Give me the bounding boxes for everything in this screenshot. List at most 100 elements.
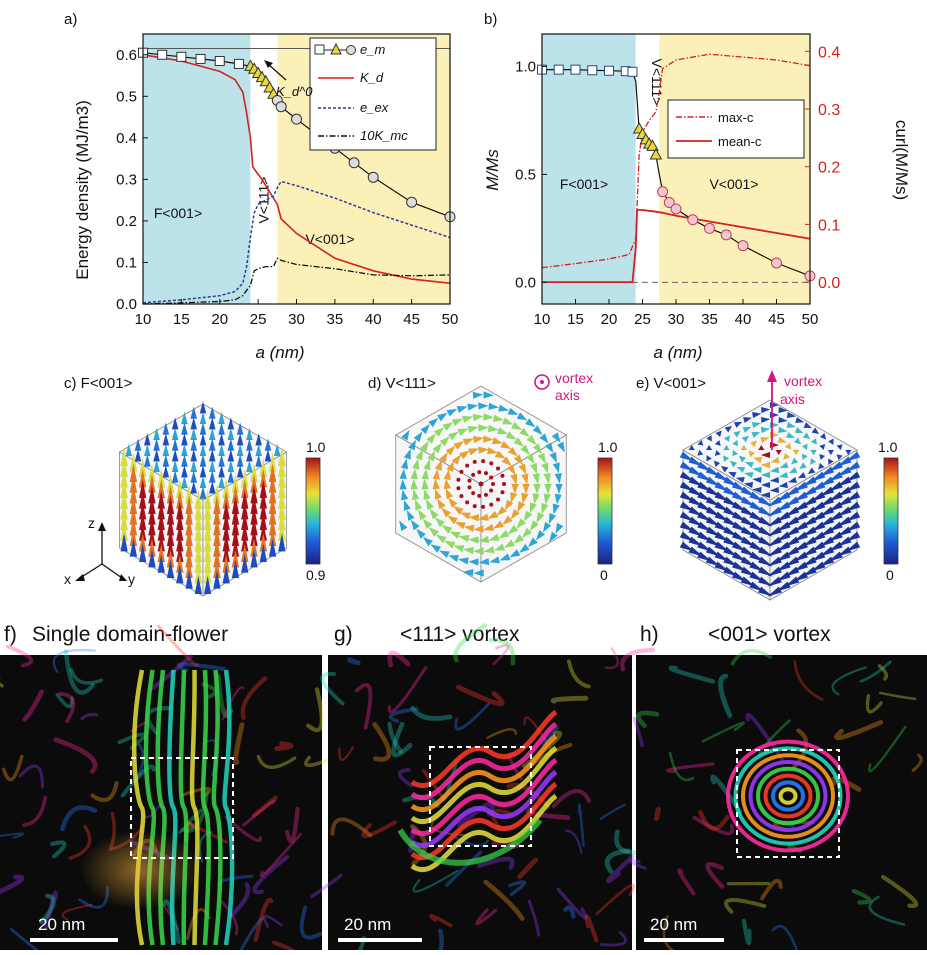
x-tick-label: 15 bbox=[567, 311, 584, 328]
x-tick-label: 25 bbox=[634, 311, 651, 328]
region-0 bbox=[143, 34, 250, 304]
spin-dot bbox=[456, 478, 460, 482]
y-tick-label: 0.3 bbox=[116, 171, 137, 188]
y-axis-label: y bbox=[128, 571, 135, 587]
point-m bbox=[772, 258, 782, 268]
panel-c-cube bbox=[119, 401, 286, 596]
point-m bbox=[738, 241, 748, 251]
x-tick-label: 35 bbox=[327, 311, 344, 328]
panel-a-x-axis-label: a (nm) bbox=[255, 343, 304, 362]
x-tick-label: 10 bbox=[534, 311, 551, 328]
spin-dot bbox=[467, 485, 471, 489]
panel-d-axis-label: axis bbox=[555, 387, 580, 403]
y-tick-label: 0.2 bbox=[116, 213, 137, 230]
point-em bbox=[196, 54, 205, 63]
spin-dot bbox=[471, 491, 475, 495]
panel-f-title: Single domain-flower bbox=[32, 623, 228, 646]
point-m bbox=[705, 223, 715, 233]
legend-mean-c: mean-c bbox=[718, 134, 762, 149]
spin-dot bbox=[484, 471, 488, 475]
right-y-tick-label: 0.0 bbox=[818, 275, 840, 292]
panel-d-cbar-min: 0 bbox=[600, 567, 608, 583]
point-m bbox=[554, 65, 563, 74]
region-label: F<001> bbox=[560, 176, 608, 192]
panel-b-right-axis-label: curl(M/Ms) bbox=[892, 120, 911, 200]
y-tick-label: 0.0 bbox=[515, 274, 536, 291]
panel-d-colorbar bbox=[598, 458, 612, 564]
x-tick-label: 10 bbox=[135, 311, 152, 328]
panel-f-tag: f) bbox=[4, 623, 17, 646]
y-tick-label: 0.1 bbox=[116, 254, 137, 271]
panel-e: e) V<001> 1.0 0 vortex axis bbox=[636, 370, 898, 600]
right-y-tick-label: 0.2 bbox=[818, 160, 840, 177]
panel-e-colorbar bbox=[884, 458, 898, 564]
panel-h-scale-label: 20 nm bbox=[650, 915, 697, 934]
x-tick-label: 20 bbox=[601, 311, 618, 328]
spin-dot bbox=[489, 488, 493, 492]
y-tick-label: 0.0 bbox=[116, 296, 137, 313]
point-m bbox=[605, 66, 614, 75]
panel-e-cbar-min: 0 bbox=[886, 567, 894, 583]
spin-dot bbox=[489, 461, 493, 465]
spin-dot bbox=[489, 476, 493, 480]
panel-a-label: a) bbox=[64, 11, 77, 28]
panel-b-label: b) bbox=[484, 11, 497, 28]
point-em bbox=[215, 57, 224, 66]
kd0-annotation: K_d^0 bbox=[276, 84, 313, 99]
panel-c-label: c) F<001> bbox=[64, 375, 133, 392]
spin-dot bbox=[500, 490, 504, 494]
spin-dot bbox=[500, 474, 504, 478]
panel-c-cbar-max: 1.0 bbox=[306, 439, 326, 455]
x-axis-label: x bbox=[64, 571, 71, 587]
panel-c-cbar-min: 0.9 bbox=[306, 567, 326, 583]
vortex-axis-arrow-icon bbox=[767, 370, 777, 382]
spin-dot bbox=[489, 503, 493, 507]
right-y-tick-label: 0.4 bbox=[818, 44, 840, 61]
panel-e-label: e) V<001> bbox=[636, 375, 706, 392]
panel-d-cbar-max: 1.0 bbox=[598, 439, 618, 455]
right-y-tick-label: 0.1 bbox=[818, 217, 840, 234]
panel-d: d) V<111> 1.0 0 vortex axis bbox=[368, 370, 618, 583]
circle-marker-icon bbox=[347, 46, 356, 55]
spin-dot bbox=[459, 494, 463, 498]
legend-em: e_m bbox=[360, 42, 385, 57]
spin-dot bbox=[484, 493, 488, 497]
region-label: V<111> bbox=[255, 177, 271, 224]
x-tick-label: 15 bbox=[173, 311, 190, 328]
panel-a-legend: e_m K_d e_ex 10K_mc bbox=[310, 38, 436, 150]
x-tick-label: 45 bbox=[403, 311, 420, 328]
spin-dot bbox=[459, 470, 463, 474]
spin-dot bbox=[456, 486, 460, 490]
panel-c-colorbar bbox=[306, 458, 320, 564]
spin-dot bbox=[502, 482, 506, 486]
y-tick-label: 0.4 bbox=[116, 130, 137, 147]
point-em bbox=[276, 102, 286, 112]
point-m bbox=[688, 215, 698, 225]
phase-contour bbox=[656, 809, 658, 818]
y-tick-label: 1.0 bbox=[515, 58, 536, 75]
y-tick-label: 0.5 bbox=[515, 166, 536, 183]
phase-glow bbox=[80, 830, 200, 910]
x-tick-label: 40 bbox=[735, 311, 752, 328]
panel-b-y-axis-label: M/Ms bbox=[483, 149, 502, 191]
spin-dot bbox=[467, 479, 471, 483]
spin-dot bbox=[481, 505, 485, 509]
spin-dot bbox=[465, 464, 469, 468]
spin-dot bbox=[491, 482, 495, 486]
point-m bbox=[628, 67, 637, 76]
square-marker-icon bbox=[315, 45, 324, 54]
point-m bbox=[588, 66, 597, 75]
x-tick-label: 50 bbox=[442, 311, 459, 328]
spin-dot bbox=[477, 470, 481, 474]
panel-h: 20 nm bbox=[631, 651, 927, 950]
panel-g-tag: g) bbox=[334, 623, 353, 646]
right-y-tick-label: 0.3 bbox=[818, 102, 840, 119]
spin-dot bbox=[473, 504, 477, 508]
point-em bbox=[177, 52, 186, 61]
point-em bbox=[407, 197, 417, 207]
x-tick-label: 25 bbox=[250, 311, 267, 328]
spin-dot bbox=[481, 459, 485, 463]
